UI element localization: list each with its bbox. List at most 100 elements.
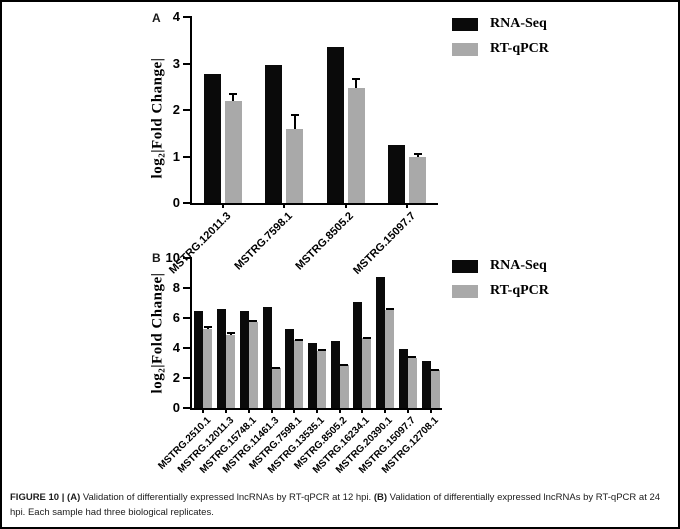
y-tick-label: 3 [172, 55, 180, 71]
bar-rna-seq [398, 348, 408, 408]
error-bar [408, 355, 417, 358]
x-tick-mark [338, 408, 341, 413]
bar-rt-qpcr [317, 349, 326, 408]
bar-rna-seq [285, 328, 295, 408]
y-tick-mark [183, 317, 192, 319]
bar-rna-seq [262, 306, 272, 408]
bar-rna-seq [308, 342, 317, 408]
panel-b-plot-area: 0 2 4 6 8 10 MSTRG.2510.1 MSTRG.12011.3 MSTRG.15… [156, 250, 442, 476]
bar-rt-qpcr [339, 363, 349, 408]
caption-segment: Validation of differentially expressed l… [80, 492, 374, 503]
bar-rna-seq [203, 73, 221, 203]
y-tick-label: 10 [165, 250, 180, 265]
bar-rt-qpcr [248, 319, 258, 408]
bar-rna-seq [239, 311, 249, 408]
x-tick-mark [406, 408, 409, 413]
legend-label-rna-seq: RNA-Seq [490, 258, 547, 273]
legend-item-rna-seq: RNA-Seq [452, 258, 549, 274]
y-tick-label: 2 [172, 102, 180, 117]
bar-rna-seq [326, 47, 344, 203]
bar-group [330, 340, 349, 408]
y-tick-mark [183, 407, 192, 409]
panel-a-legend: RNA-Seq RT-qPCR [452, 16, 549, 57]
caption-segment: FIGURE 10 | [10, 492, 68, 503]
legend-label-rna-seq: RNA-Seq [490, 16, 547, 31]
bar-rna-seq [376, 276, 386, 408]
bar-rt-qpcr [407, 355, 417, 408]
x-tick-mark [225, 408, 228, 413]
y-tick-mark [183, 202, 192, 204]
error-bar [229, 92, 238, 101]
x-tick-mark [293, 408, 296, 413]
bar-group [353, 301, 372, 408]
x-tick-mark [344, 203, 347, 208]
y-tick-mark [183, 347, 192, 349]
bar-group [265, 64, 304, 203]
bar-group [285, 328, 304, 408]
bar-group [376, 276, 395, 408]
x-tick-mark [406, 203, 409, 208]
bar-rt-qpcr [430, 368, 440, 408]
error-bar [249, 319, 258, 322]
bar-group [194, 310, 213, 408]
bar-group [217, 309, 236, 408]
error-bar [272, 367, 281, 370]
bar-rt-qpcr [347, 77, 365, 203]
bar-rna-seq [194, 310, 204, 408]
x-tick-mark [247, 408, 250, 413]
legend-item-rt-qpcr: RT-qPCR [452, 283, 549, 299]
bar-rt-qpcr [385, 308, 395, 408]
bar-group [239, 311, 258, 408]
legend-label-rt-qpcr: RT-qPCR [490, 41, 549, 56]
y-tick-mark [183, 62, 192, 65]
bar-rna-seq [388, 144, 406, 203]
legend-item-rna-seq: RNA-Seq [452, 16, 549, 32]
error-bar [290, 114, 299, 129]
rna-seq-swatch [452, 17, 478, 31]
error-bar [362, 336, 371, 339]
error-bar [203, 326, 212, 329]
figure-caption: FIGURE 10 | (A) Validation of differenti… [10, 491, 670, 520]
error-bar [385, 308, 394, 310]
caption-segment: (A) [67, 492, 81, 503]
y-tick-mark [183, 257, 192, 259]
bar-group [388, 144, 427, 203]
x-tick-mark [429, 408, 432, 413]
panel-b-chart: 0 2 4 6 8 10 MSTRG.2510.1 MSTRG.12011.3 MSTRG.15… [156, 250, 442, 476]
y-tick-mark [183, 287, 192, 289]
error-bar [352, 77, 361, 89]
y-tick-mark [183, 109, 192, 111]
x-tick-mark [221, 203, 224, 208]
panel-a-plot-area: 0 1 2 3 4 MSTRG.12011.3 MSTRG.7598.1 MSTRG.8505… [167, 9, 438, 277]
bar-rt-qpcr [271, 367, 281, 408]
error-bar [226, 331, 235, 336]
bar-rt-qpcr [203, 326, 213, 408]
error-bar [317, 349, 326, 351]
error-bar [413, 152, 422, 158]
error-bar [340, 363, 349, 366]
y-tick-label: 1 [172, 148, 180, 164]
y-tick-mark [183, 377, 192, 379]
y-tick-label: 4 [172, 340, 180, 355]
error-bar [431, 368, 440, 371]
x-tick-mark [202, 408, 205, 413]
y-tick-label: 4 [172, 9, 180, 24]
bar-rna-seq [217, 309, 227, 408]
x-tick-mark [361, 408, 364, 413]
bar-rt-qpcr [286, 114, 304, 203]
bar-rt-qpcr [294, 338, 304, 408]
error-bar [294, 338, 303, 341]
bar-group [308, 342, 326, 408]
bar-group [398, 348, 417, 408]
y-tick-label: 8 [172, 280, 180, 295]
y-tick-label: 6 [172, 310, 180, 325]
panel-b-legend: RNA-Seq RT-qPCR [452, 258, 549, 299]
bar-rt-qpcr [224, 92, 242, 203]
bar-group [326, 47, 365, 203]
caption-segment: (B) [373, 492, 388, 503]
bar-rna-seq [330, 340, 340, 408]
x-tick-mark [270, 408, 273, 413]
x-tick-mark [283, 203, 286, 208]
y-tick-mark [183, 155, 192, 158]
legend-item-rt-qpcr: RT-qPCR [452, 41, 549, 57]
